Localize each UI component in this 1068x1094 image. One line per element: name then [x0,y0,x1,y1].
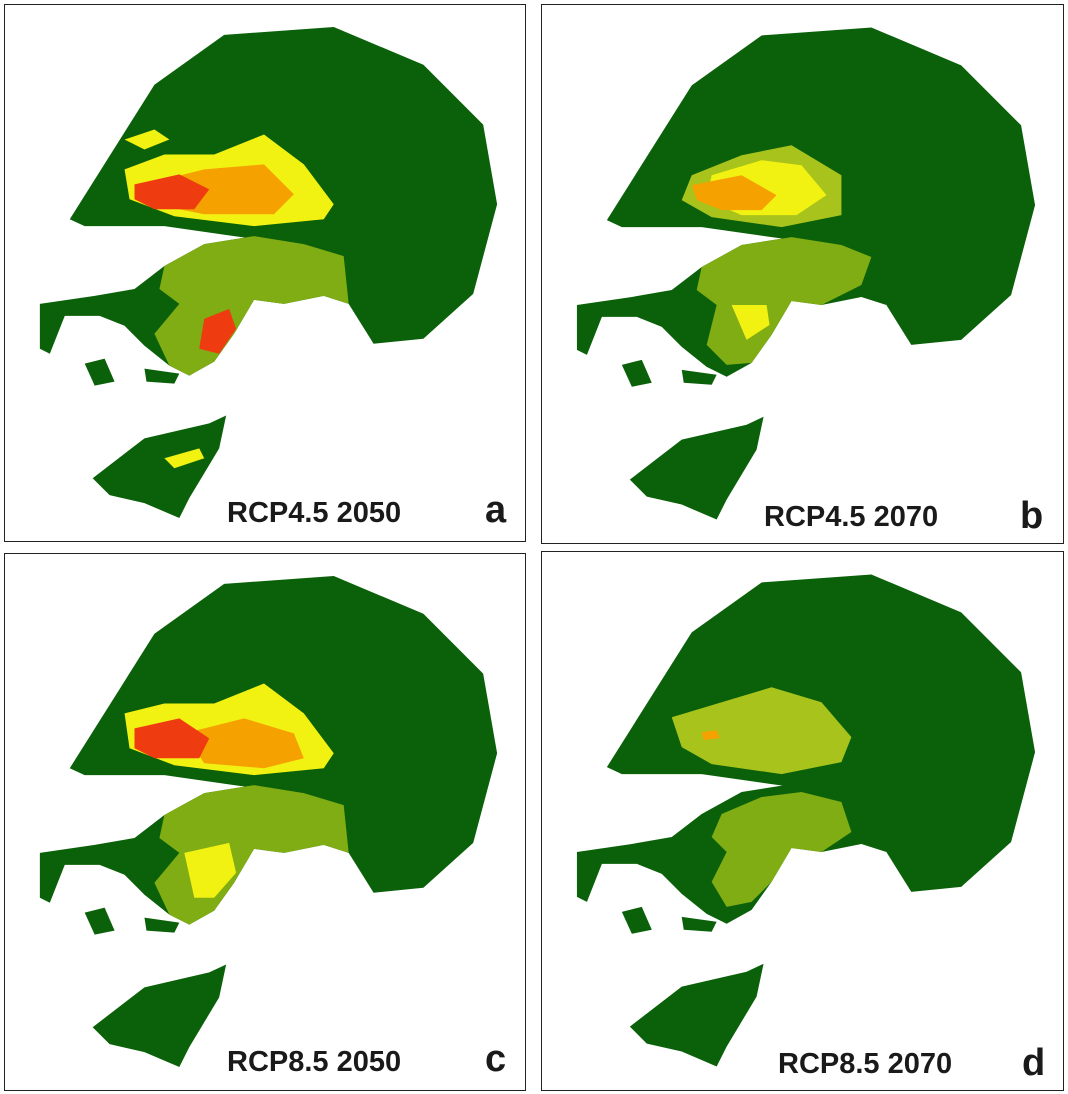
scenario-label: RCP4.5 2050 [227,497,402,529]
zone-orange-dots [701,730,720,741]
map-c [39,575,498,1068]
region-islet2 [681,369,717,385]
region-islet [621,359,652,387]
zone-yellow-2 [124,129,170,150]
panel-letter: d [1022,1042,1046,1084]
region-island [629,963,764,1067]
map-d [576,574,1036,1067]
zone-light-olive [671,687,852,775]
zone-olive [711,792,852,907]
zone-red [134,174,210,210]
zone-orange [691,175,777,211]
map-panel-d: RCP8.5 2070 d [541,551,1064,1091]
zone-orange [184,718,304,769]
map-panel-a: RCP4.5 2050 a [4,4,526,542]
region-islet2 [681,916,717,932]
zone-olive [154,785,349,925]
region-island [92,964,227,1068]
region-island [92,415,227,519]
zone-olive [154,236,349,376]
map-panel-b: RCP4.5 2070 b [541,4,1064,544]
panel-letter: a [485,489,507,531]
zone-olive [696,237,872,365]
scenario-label: RCP8.5 2050 [227,1046,402,1078]
region-islet [621,906,652,934]
scenario-label: RCP4.5 2070 [764,501,939,533]
zone-yellow-2 [731,304,770,340]
map-panel-c: RCP8.5 2050 c [4,553,526,1091]
panel-letter: b [1020,495,1044,537]
region-islet2 [144,917,180,933]
scenario-label: RCP8.5 2070 [778,1048,953,1080]
region-island [629,416,764,520]
map-a [39,26,498,519]
zone-red [134,718,210,759]
region-islet [84,358,115,386]
map-b [576,27,1036,520]
region-islet2 [144,368,180,384]
panel-letter: c [485,1038,507,1080]
region-islet [84,907,115,935]
zone-yellow-3 [164,448,205,469]
zone-red-2 [199,308,237,354]
zone-yellow-2 [184,842,237,898]
